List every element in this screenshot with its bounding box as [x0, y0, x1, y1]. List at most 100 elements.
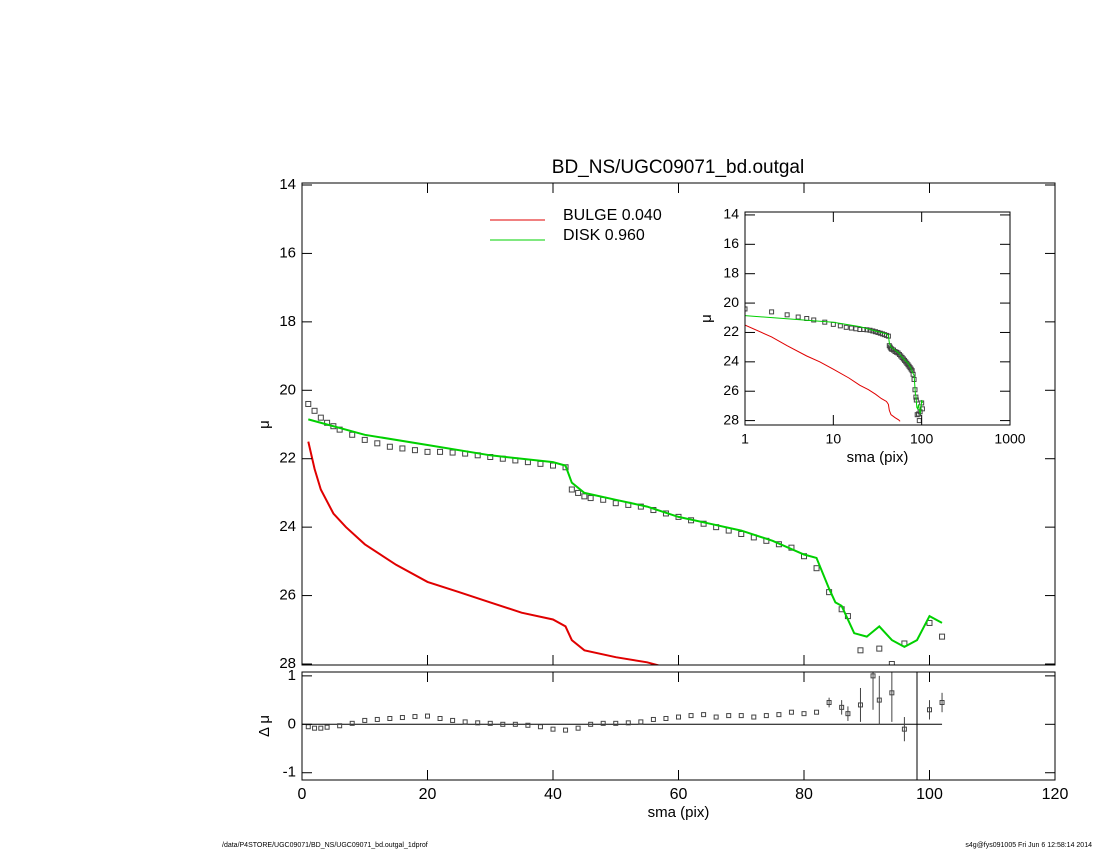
residual-point — [600, 720, 606, 726]
residual-point — [512, 721, 518, 727]
x-tick-label: 20 — [419, 786, 437, 803]
inset-plot — [745, 306, 925, 424]
residual-point — [575, 725, 581, 731]
residual-point — [412, 714, 418, 720]
data-point — [575, 489, 582, 496]
x-axis-label: sma (pix) — [847, 449, 909, 466]
residual-point — [462, 719, 468, 725]
residual-point — [801, 711, 807, 717]
data-point — [399, 445, 406, 452]
plot-frame — [301, 671, 1056, 781]
x-tick-label: 10 — [826, 431, 842, 447]
data-point — [837, 323, 843, 329]
y-tick-label: 24 — [723, 353, 739, 369]
residual-point — [487, 720, 493, 726]
residual-point — [450, 717, 456, 723]
x-tick-label: 120 — [1042, 786, 1069, 803]
residual-point — [563, 727, 569, 733]
y-tick-label: 26 — [723, 382, 739, 398]
residual-point — [537, 724, 543, 730]
residual-point — [826, 700, 832, 706]
x-tick-label: 1000 — [994, 431, 1025, 447]
data-point — [424, 448, 431, 455]
data-point — [769, 309, 775, 315]
legend-label: BULGE 0.040 — [563, 207, 662, 224]
residual-point — [845, 711, 851, 717]
residual-point — [638, 719, 644, 725]
data-point — [587, 495, 594, 502]
residual-point — [387, 715, 393, 721]
residual-point — [676, 714, 681, 720]
residual-point — [939, 700, 945, 706]
data-point — [876, 645, 883, 652]
residual-point — [550, 726, 556, 732]
data-point — [317, 414, 324, 421]
residual-point — [776, 712, 782, 718]
residual-point — [625, 720, 631, 726]
y-tick-label: 20 — [723, 294, 739, 310]
residual-point — [613, 720, 619, 726]
y-tick-label: 28 — [279, 655, 296, 672]
data-point — [916, 418, 922, 424]
data-point — [411, 447, 418, 454]
chart-title: BD_NS/UGC09071_bd.outgal — [552, 157, 804, 178]
residual-point — [763, 713, 769, 719]
y-tick-label: 22 — [279, 450, 296, 467]
residual-point — [857, 702, 863, 708]
data-point — [795, 314, 801, 320]
data-point — [784, 312, 790, 318]
y-tick-label: 16 — [279, 244, 296, 261]
data-point — [738, 530, 745, 537]
data-point — [305, 400, 312, 407]
residual-point — [839, 704, 845, 710]
residual-point — [374, 716, 380, 722]
residual-point — [337, 723, 343, 729]
residual-point — [889, 690, 895, 696]
x-tick-label: 40 — [544, 786, 562, 803]
data-point — [386, 443, 393, 450]
y-tick-label: 28 — [723, 411, 739, 427]
y-tick-label: 14 — [723, 206, 739, 222]
data-point — [550, 462, 556, 469]
footer-left: /data/P4STORE/UGC09071/BD_NS/UGC09071_bd… — [222, 842, 428, 849]
residual-point — [726, 713, 732, 719]
main-plot — [305, 400, 946, 665]
footer-right: s4g@fys091005 Fri Jun 6 12:58:14 2014 — [965, 842, 1092, 849]
data-point — [537, 460, 544, 467]
x-tick-label: 1 — [741, 431, 749, 447]
residual-point — [588, 721, 594, 727]
residual-point — [738, 713, 744, 719]
residual-point — [349, 720, 355, 726]
y-tick-label: 0 — [288, 715, 296, 732]
residual-point — [437, 715, 443, 721]
residual-point — [318, 725, 324, 731]
data-point — [811, 317, 817, 323]
data-point — [853, 326, 859, 332]
data-point — [895, 350, 901, 356]
y-tick-label: 16 — [723, 235, 739, 251]
y-tick-label: -1 — [283, 764, 296, 781]
residual-point — [701, 712, 707, 718]
x-tick-label: 60 — [670, 786, 688, 803]
y-tick-label: 26 — [279, 587, 296, 604]
data-point — [813, 565, 820, 572]
data-point — [848, 325, 854, 331]
y-tick-label: 20 — [279, 381, 296, 398]
data-point — [612, 500, 619, 507]
residual-point — [324, 724, 330, 730]
data-point — [349, 431, 356, 438]
y-tick-label: 24 — [279, 518, 296, 535]
data-point — [896, 351, 902, 357]
plot-frame — [301, 182, 1056, 666]
data-point — [830, 321, 836, 327]
residual-point — [663, 715, 669, 721]
data-point — [898, 353, 904, 359]
y-tick-label: 18 — [723, 264, 739, 280]
data-point — [919, 406, 925, 412]
y-tick-label: 18 — [279, 313, 296, 330]
residual-point — [870, 673, 876, 679]
data-point — [908, 366, 914, 372]
residual-point — [500, 721, 506, 727]
residual-plot — [302, 672, 945, 742]
